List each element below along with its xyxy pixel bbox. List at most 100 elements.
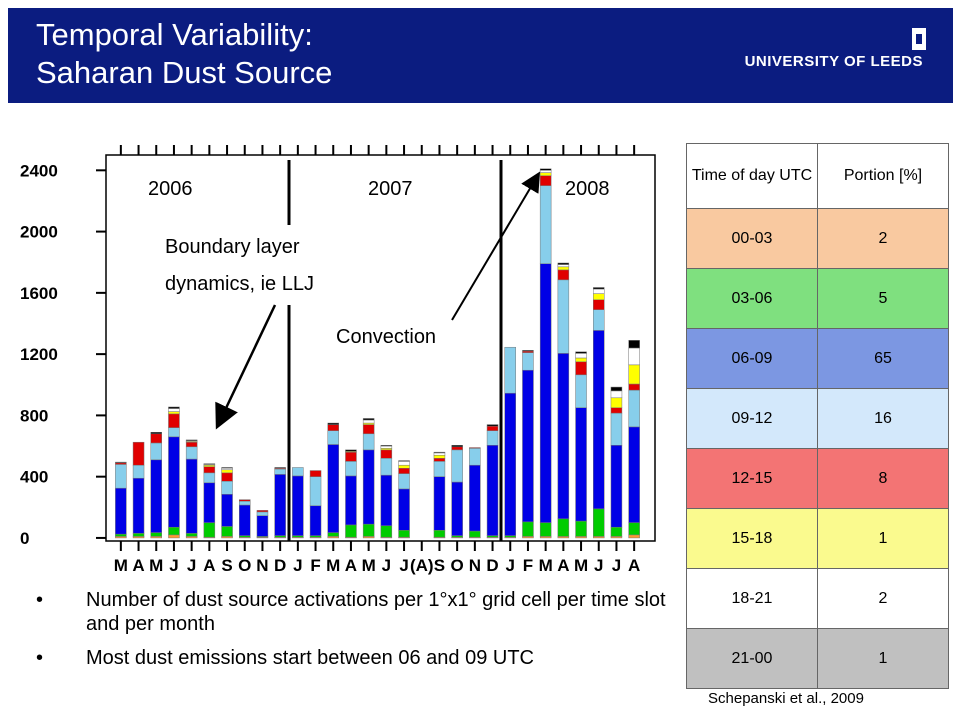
y-tick-label: 2400 [20,161,58,180]
bar-segment [239,499,251,502]
annotation: Convection [336,326,436,348]
bar-segment [132,464,145,479]
portion-cell: 1 [817,508,949,569]
bar-segment [539,172,552,176]
bar-segment [168,408,180,412]
portion-cell: 8 [817,448,949,509]
annotation: dynamics, ie LLJ [165,273,314,295]
bar-segment [221,469,233,474]
x-tick-label: D [486,556,498,575]
x-tick-label: D [274,556,286,575]
bar-segment [522,521,534,537]
bar-segment [203,482,216,523]
bar-segment [593,288,605,294]
year-label: 2007 [368,178,413,200]
bar-segment [380,458,393,476]
bar-segment [168,427,180,438]
bar-segment [398,461,410,466]
y-tick-label: 1200 [20,345,58,364]
bar-segment [398,460,410,462]
bar-segment [593,330,605,510]
portion-cell: 16 [817,388,949,449]
bar-segment [150,431,162,435]
bar-segment [610,386,623,392]
logo: UNIVERSITY OF LEEDS [744,53,923,70]
bar-segment [132,477,145,534]
bar-segment [575,374,587,408]
table-row: 12-15 8 [686,448,949,509]
table-row: 21-00 1 [686,628,949,689]
time-table: Time of day UTC Portion [%] 00-03 2 03-06 5… [686,143,949,689]
bar-segment [504,392,516,536]
time-cell: 18-21 [686,568,818,629]
arrow [451,171,541,321]
bar-segment [628,534,640,539]
bar-segment [362,433,375,451]
bar-segment [274,474,286,536]
bar-segment [380,474,393,526]
bar-segment [486,445,499,536]
bar-segment [380,445,393,447]
bar-segment [504,346,516,394]
bar-segment [362,424,375,435]
bar-segment [150,532,162,537]
bar-segment [522,350,534,352]
x-tick-label: (A) [410,556,434,575]
y-tick-label: 400 [20,468,48,487]
bar-segment [522,369,534,523]
bar-segment [610,397,623,408]
bar-segment [575,407,587,522]
bar-segment [256,515,269,537]
bar-segment [469,448,481,466]
bar-segment [168,534,180,539]
bar-segment [451,449,463,483]
bar-segment [115,533,127,537]
bar-segment [362,449,375,525]
bar-segment [610,526,623,537]
bar-segment [575,357,587,363]
x-tick-label: M [362,556,376,575]
bar-segment [327,424,339,431]
bar-segment [539,263,552,523]
x-tick-label: J [399,556,408,575]
arrow [215,304,277,430]
x-tick-label: J [506,556,515,575]
x-tick-label: J [293,556,302,575]
bar-segment [575,351,587,354]
year-label: 2006 [148,178,193,200]
bar-segment [575,353,587,359]
bar-segment [327,532,339,537]
bar-segment [628,364,640,385]
bar-segment [557,264,570,268]
bar-segment [185,458,198,534]
bar-segment [150,433,162,444]
y-tick-label: 1600 [20,284,58,303]
bar-segment [132,441,145,466]
bar-segment [345,524,357,538]
bar-segment [203,522,216,538]
bar-segment [292,475,304,536]
bar-segment [239,504,251,536]
annotation: Boundary layer [165,236,300,258]
x-tick-label: J [169,556,178,575]
x-tick-label: M [539,556,553,575]
bar-segment [398,488,410,531]
bar-segment [593,508,605,537]
portion-cell: 2 [817,568,949,629]
x-tick-label: S [221,556,232,575]
x-tick-label: S [434,556,445,575]
x-tick-label: A [132,556,144,575]
logo-icon [912,28,926,50]
bar-segment [575,361,587,376]
bar-segment [610,407,623,414]
x-tick-label: M [574,556,588,575]
table-row: 18-21 2 [686,568,949,629]
bar-segment [362,418,375,421]
time-cell: 09-12 [686,388,818,449]
bar-segment [345,451,357,462]
bar-segment [451,481,463,536]
time-cell: 12-15 [686,448,818,509]
table-row: 15-18 1 [686,508,949,569]
bar-segment [221,472,233,482]
